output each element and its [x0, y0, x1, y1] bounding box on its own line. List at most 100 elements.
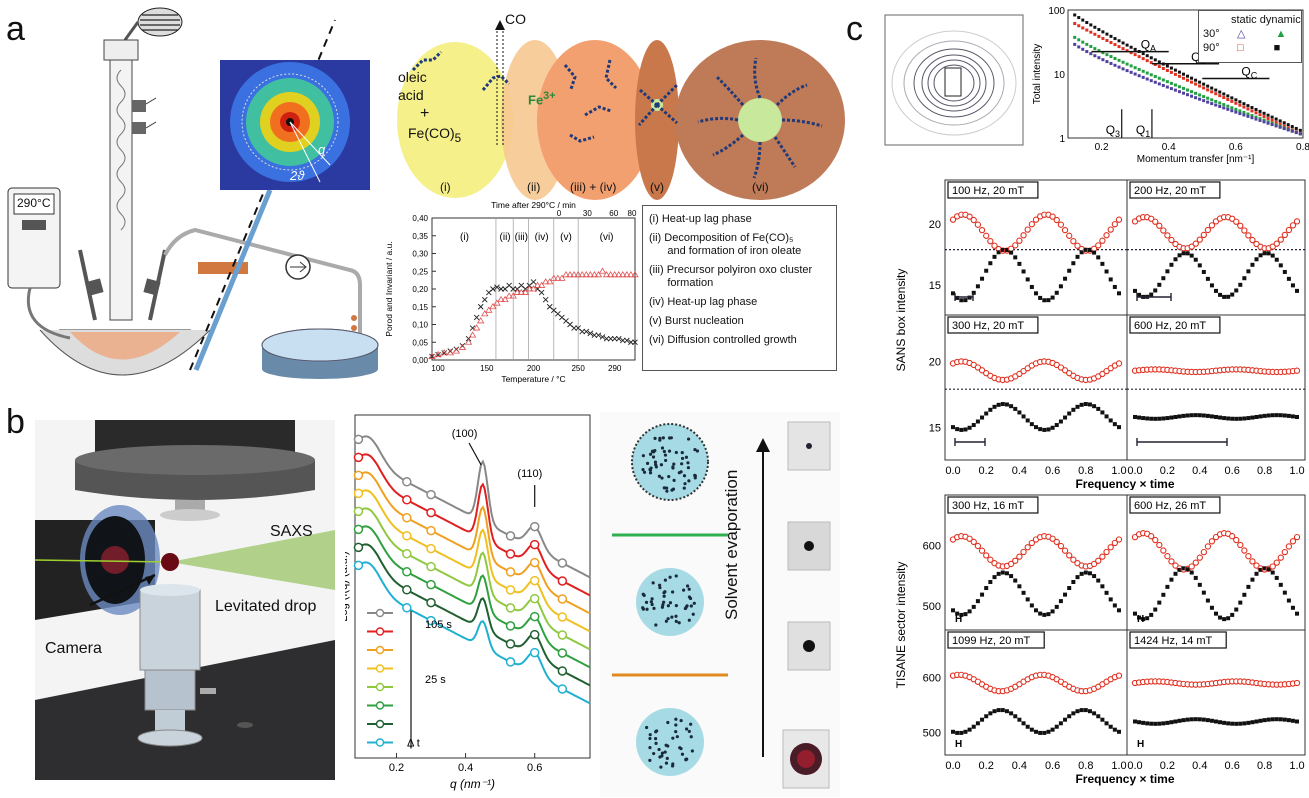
x-tick-label: 0.4: [1192, 760, 1207, 772]
nanoparticle-dot: [687, 479, 691, 483]
region-label: (iii): [515, 232, 528, 243]
black-data-point: [1226, 616, 1231, 621]
nanoparticle-dot: [674, 619, 678, 623]
data-point-invariant: [485, 306, 493, 313]
camera-label: Camera: [45, 640, 102, 657]
intensity-data-point: [1218, 101, 1222, 105]
red-data-point: [1099, 553, 1106, 560]
data-point-invariant: [550, 274, 558, 281]
black-data-point: [1282, 717, 1287, 722]
black-data-point: [996, 708, 1001, 713]
intensity-data-point: [1270, 123, 1274, 127]
nanoparticle-dot: [645, 725, 649, 730]
intensity-data-point: [1230, 109, 1234, 113]
red-data-point: [1253, 240, 1260, 248]
period-scale-bar: [954, 293, 974, 301]
red-data-point: [1245, 553, 1252, 560]
intensity-data-point: [1161, 66, 1165, 70]
red-data-point: [1281, 548, 1288, 556]
black-data-point: [1173, 414, 1178, 419]
intensity-data-point: [1262, 120, 1266, 124]
intensity-data-point: [1238, 112, 1242, 116]
intensity-data-point: [1246, 112, 1250, 116]
intensity-data-point: [1121, 60, 1125, 64]
black-data-point: [1104, 414, 1109, 419]
black-data-point: [1104, 721, 1109, 726]
nanoparticle-dot: [654, 623, 658, 627]
intensity-data-point: [1181, 91, 1185, 95]
region-label: (v): [560, 232, 572, 243]
intensity-data-point: [1153, 63, 1157, 67]
x-tick-label: 0.2: [979, 760, 994, 772]
nanoparticle-dot: [661, 603, 665, 607]
red-data-point: [978, 226, 986, 234]
q-range-sub: C: [1251, 70, 1258, 80]
black-data-point: [1034, 608, 1038, 613]
sub-panel-title-box: [947, 496, 1039, 514]
black-data-point: [1197, 717, 1202, 722]
nanoparticle-dot: [641, 606, 645, 610]
black-data-point: [1004, 571, 1009, 576]
sub-panel-title-box: [1129, 181, 1221, 199]
black-data-point: [1157, 282, 1162, 287]
black-data-point: [1075, 575, 1080, 580]
black-data-point: [1038, 611, 1043, 616]
black-data-point: [1029, 284, 1034, 289]
saxs-curve-marker: [529, 629, 540, 640]
saxs-curve-marker: [402, 567, 412, 577]
data-point-invariant: [468, 331, 477, 338]
black-data-point: [1141, 720, 1146, 725]
intensity-data-point: [1177, 85, 1181, 89]
red-data-point: [1289, 538, 1297, 545]
black-data-point: [1021, 590, 1026, 595]
intensity-data-point: [1250, 116, 1254, 120]
nanoparticle-dot: [663, 590, 667, 594]
black-data-point: [1067, 411, 1072, 416]
black-data-point: [988, 711, 993, 716]
black-data-point: [1254, 414, 1259, 419]
sans-box-intensity-grid: 100 Hz, 20 mT 15 20 200 Hz, 20 mT 300 Hz, 20…: [894, 179, 1306, 490]
intensity-data-point: [1254, 107, 1258, 111]
nanoparticle-dot: [684, 757, 688, 761]
intensity-data-point: [1101, 51, 1105, 55]
black-data-point: [1266, 251, 1271, 256]
black-data-point: [1177, 567, 1182, 572]
black-data-point: [1218, 615, 1223, 620]
nanoparticle-dot: [674, 723, 678, 727]
saxs-curve-line: [354, 453, 591, 597]
black-data-point: [1083, 247, 1088, 252]
saxs-curve-marker: [505, 549, 516, 559]
black-data-point: [1087, 402, 1092, 407]
red-data-point: [1032, 216, 1040, 223]
intensity-data-point: [1214, 88, 1218, 92]
saxs-curve-marker: [557, 630, 568, 640]
nanoparticle-dot: [645, 461, 650, 465]
nanoparticle-dot: [687, 618, 691, 622]
data-point-invariant: [598, 267, 607, 274]
data-point-porod: [490, 286, 496, 292]
black-data-point: [1096, 578, 1101, 583]
intensity-data-point: [1109, 61, 1113, 65]
black-data-point: [1258, 567, 1263, 572]
nanoparticle-dot: [680, 752, 685, 756]
intensity-data-point: [1141, 52, 1145, 56]
intensity-data-point: [1181, 72, 1185, 76]
intensity-data-point: [1081, 26, 1085, 30]
saxs-curve-marker: [505, 657, 516, 667]
black-data-point: [1067, 268, 1072, 273]
red-data-point: [1249, 558, 1256, 565]
black-data-point: [1274, 575, 1279, 580]
h-marker: H: [955, 739, 962, 750]
black-data-point: [1209, 718, 1214, 723]
intensity-data-point: [1177, 74, 1181, 78]
legend-item: (v) Burst nucleation: [649, 315, 744, 327]
black-data-point: [1290, 605, 1295, 610]
nanoparticle-dot: [689, 722, 693, 726]
saxs-curve-marker: [353, 470, 364, 481]
x-tick-label: 1.0: [1289, 465, 1304, 477]
nanoparticle-dot: [665, 486, 669, 490]
nanoparticle-dot: [650, 602, 654, 607]
black-data-point: [955, 427, 960, 432]
nanoparticle-dot: [651, 581, 655, 585]
intensity-data-point: [1173, 72, 1177, 76]
